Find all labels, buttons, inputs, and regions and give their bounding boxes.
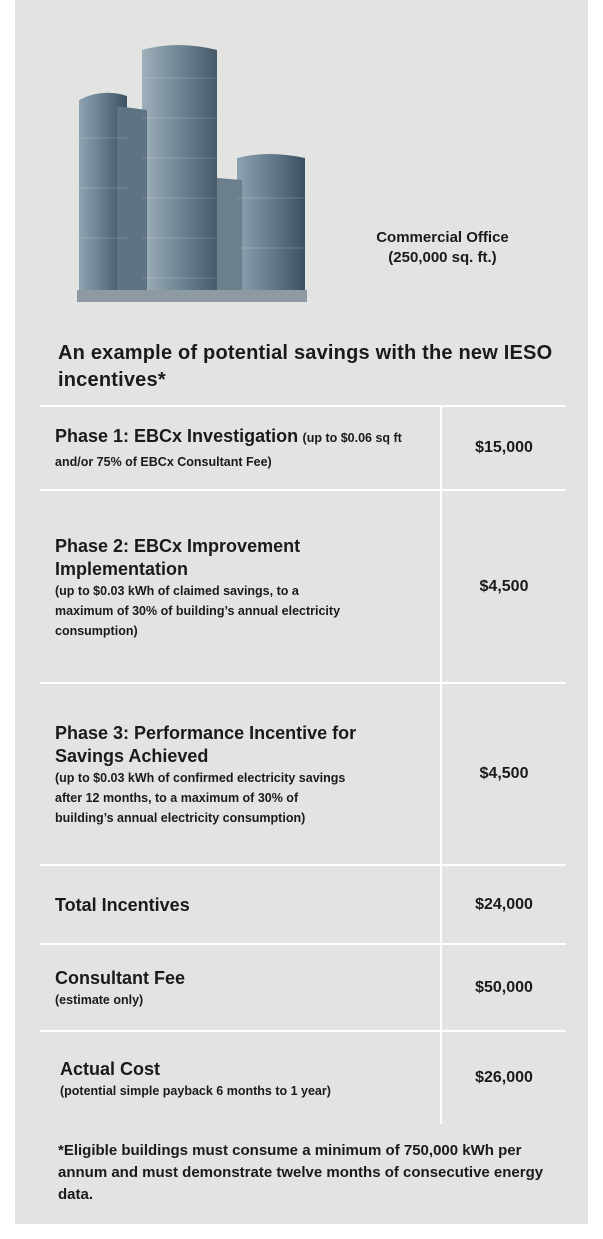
row-title: Consultant Fee [55,967,428,990]
row-note: (up to $0.03 kWh of claimed savings, to … [55,581,355,641]
row-note: (potential simple payback 6 months to 1 … [60,1081,428,1101]
table-row: Total Incentives $24,000 [40,864,566,943]
row-amount: $50,000 [440,945,566,1030]
row-amount: $4,500 [440,684,566,864]
row-amount: $4,500 [440,491,566,682]
row-title: Total Incentives [55,894,428,917]
caption-line: Commercial Office [355,228,530,248]
row-label: Phase 1: EBCx Investigation (up to $0.06… [40,407,440,489]
heading: An example of potential savings with the… [58,340,558,394]
panel: Commercial Office (250,000 sq. ft.) An e… [15,0,588,1224]
table-row: Phase 3: Performance Incentive for Savin… [40,682,566,864]
page: Commercial Office (250,000 sq. ft.) An e… [0,0,603,1239]
footnote: *Eligible buildings must consume a minim… [58,1140,568,1206]
row-amount: $24,000 [440,866,566,943]
row-amount: $26,000 [440,1032,566,1124]
row-note: (up to $0.03 kWh of confirmed electricit… [55,768,355,828]
table-row: Phase 2: EBCx Improvement Implementation… [40,489,566,682]
table-row: Phase 1: EBCx Investigation (up to $0.06… [40,405,566,489]
row-title: Phase 3: Performance Incentive for Savin… [55,722,375,768]
row-title: Phase 2: EBCx Improvement Implementation [55,535,355,581]
table-row: Actual Cost(potential simple payback 6 m… [40,1030,566,1124]
row-amount: $15,000 [440,407,566,489]
row-title: Actual Cost [60,1058,428,1081]
savings-table: Phase 1: EBCx Investigation (up to $0.06… [40,405,566,1124]
image-caption: Commercial Office (250,000 sq. ft.) [355,228,530,268]
caption-line: (250,000 sq. ft.) [355,248,530,268]
table-row: Consultant Fee(estimate only) $50,000 [40,943,566,1030]
row-title: Phase 1: EBCx Investigation [55,426,298,446]
buildings-illustration [77,38,317,303]
row-note: (estimate only) [55,990,355,1010]
